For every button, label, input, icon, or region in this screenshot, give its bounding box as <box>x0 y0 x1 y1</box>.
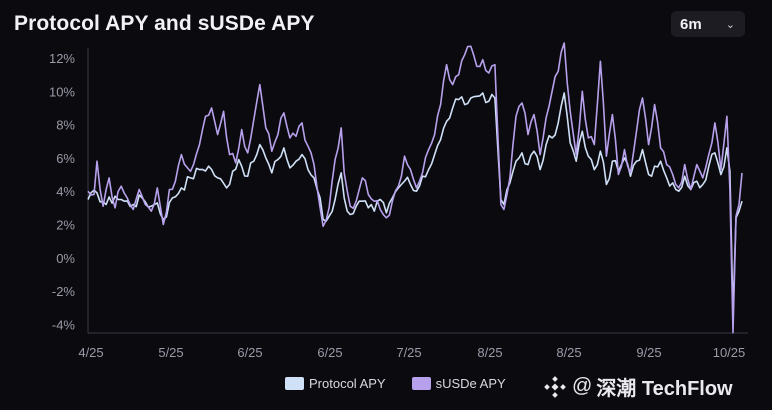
y-tick-label: 0% <box>56 251 75 266</box>
y-tick-label: 8% <box>56 118 75 133</box>
x-axis: 4/25 5/25 6/25 6/25 7/25 8/25 8/25 9/25 10/25 <box>78 332 748 360</box>
chart-title: Protocol APY and sUSDe APY <box>14 12 315 35</box>
y-tick-label: 12% <box>49 51 75 66</box>
x-tick-label: 6/25 <box>317 345 342 360</box>
y-tick-label: -4% <box>52 317 76 332</box>
x-tick-label: 4/25 <box>78 345 103 360</box>
legend-item-susde-apy[interactable]: sUSDe APY <box>411 376 506 391</box>
legend-swatch-susde-apy <box>411 377 431 390</box>
diamond-logo-icon <box>544 375 566 398</box>
time-range-select[interactable]: 6m ⌄ <box>671 11 745 37</box>
watermark-text: 深潮 TechFlow <box>596 378 733 400</box>
x-tick-label: 9/25 <box>636 345 661 360</box>
watermark-at: @ <box>572 375 593 397</box>
legend-swatch-protocol-apy <box>285 377 304 390</box>
watermark: @ 深潮 TechFlow <box>544 372 733 401</box>
chevron-down-icon: ⌄ <box>725 18 735 31</box>
legend: Protocol APY sUSDe APY <box>285 376 532 391</box>
series-layer <box>87 42 743 334</box>
y-tick-label: 2% <box>56 218 75 233</box>
x-tick-label: 8/25 <box>556 345 581 360</box>
x-tick-label: 5/25 <box>158 345 183 360</box>
x-tick-label: 8/25 <box>477 345 502 360</box>
y-tick-label: 6% <box>56 151 75 166</box>
y-tick-label: -2% <box>52 284 76 299</box>
x-tick-label: 7/25 <box>396 345 421 360</box>
legend-item-protocol-apy[interactable]: Protocol APY <box>285 376 386 391</box>
x-tick-label: 6/25 <box>237 345 262 360</box>
series-line-susde-apy <box>87 42 743 334</box>
legend-label-protocol-apy: Protocol APY <box>309 376 386 391</box>
series-line-protocol-apy <box>87 92 743 316</box>
time-range-value: 6m <box>680 15 702 33</box>
x-tick-label: 10/25 <box>713 345 746 360</box>
y-axis: 12% 10% 8% 6% 4% 2% 0% -2% -4% <box>49 48 89 333</box>
legend-label-susde-apy: sUSDe APY <box>435 376 506 391</box>
y-tick-label: 10% <box>49 84 75 99</box>
y-tick-label: 4% <box>56 184 75 199</box>
